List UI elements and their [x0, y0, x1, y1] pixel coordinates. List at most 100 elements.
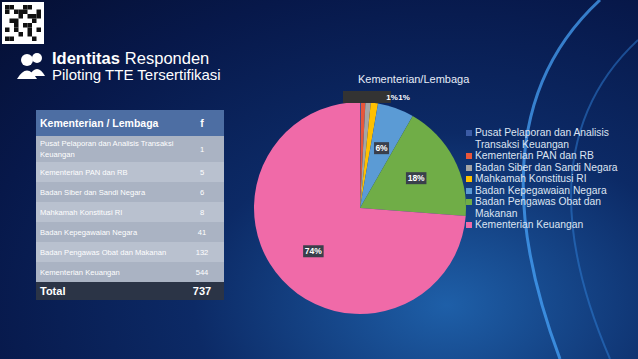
table-row: Kementerian Keuangan544	[36, 262, 224, 282]
data-label: 74%	[305, 246, 322, 256]
total-value: 737	[180, 282, 224, 300]
title-rest: Responden	[125, 49, 209, 67]
legend-label: Mahkamah Konstitusi RI	[475, 173, 587, 184]
qr-cell	[23, 5, 28, 10]
title: Identitas Responden	[52, 49, 209, 68]
legend-item: Kementerian PAN dan RB	[466, 150, 634, 162]
cell-label: Badan Kepegawaian Negara	[36, 222, 180, 242]
qr-cell	[5, 5, 10, 10]
icon-head	[21, 54, 33, 66]
qr-cell	[5, 37, 10, 42]
qr-cell	[10, 37, 15, 42]
legend: Pusat Pelaporan dan Analisis Transaksi K…	[466, 127, 634, 231]
pie	[254, 102, 466, 314]
cell-label: Pusat Pelaporan dan Analisis Transaksi K…	[36, 136, 180, 162]
qr-bg	[2, 2, 44, 44]
qr-cell	[32, 14, 37, 19]
label-box	[343, 91, 391, 103]
legend-label: Kementerian PAN dan RB	[475, 150, 594, 161]
chart-title: Kementerian/Lembaga	[358, 73, 469, 85]
qr-cell	[10, 5, 15, 10]
table: Kementerian / LembagafPusat Pelaporan da…	[36, 110, 224, 300]
header-cell: f	[180, 110, 224, 136]
legend-swatch	[466, 153, 472, 159]
legend-swatch	[466, 176, 472, 182]
table-total: Total737	[36, 282, 224, 300]
legend-swatch	[466, 165, 472, 171]
qr-cell	[37, 28, 42, 33]
header-cell: Kementerian / Lembaga	[36, 110, 180, 136]
qr-cell	[5, 28, 10, 33]
icon-head	[32, 53, 42, 63]
table-row: Badan Siber dan Sandi Negara6	[36, 182, 224, 202]
table-row: Kementerian PAN dan RB5	[36, 162, 224, 182]
qr-cell	[28, 32, 33, 37]
cell-label: Badan Siber dan Sandi Negara	[36, 182, 180, 202]
qr-cell	[28, 14, 33, 19]
legend-swatch	[466, 222, 472, 228]
pie-slice	[254, 102, 466, 314]
total-label: Total	[36, 282, 180, 300]
qr-cell	[37, 10, 42, 15]
data-label-bg	[374, 142, 389, 154]
legend-label: Badan Kepegawaian Negara	[475, 185, 607, 196]
cell-label: Kementerian PAN dan RB	[36, 162, 180, 182]
icon-body	[17, 71, 37, 80]
title-bold: Identitas	[52, 49, 120, 67]
qr-cell	[19, 10, 24, 15]
qr-cell	[14, 23, 19, 28]
legend-label: Pusat Pelaporan dan Analisis Transaksi K…	[475, 127, 609, 150]
qr-cell	[23, 23, 28, 28]
cell-value: 8	[180, 202, 224, 222]
qr-cell	[5, 10, 10, 15]
cell-value: 6	[180, 182, 224, 202]
qr-cell	[28, 5, 33, 10]
legend-item: Badan Siber dan Sandi Negara	[466, 162, 634, 174]
subtitle: Piloting TTE Tersertifikasi	[52, 66, 221, 83]
table-row: Badan Kepegawaian Negara41	[36, 222, 224, 242]
data-label: 18%	[408, 173, 425, 183]
cell-value: 5	[180, 162, 224, 182]
qr-cell	[32, 19, 37, 24]
legend-item: Mahkamah Konstitusi RI	[466, 173, 634, 185]
table-row: Badan Pengawas Obat dan Makanan132	[36, 242, 224, 262]
cell-value: 41	[180, 222, 224, 242]
qr-cell	[28, 23, 33, 28]
qr-cell	[28, 28, 33, 33]
cell-label: Badan Pengawas Obat dan Makanan	[36, 242, 180, 262]
qr-cell	[14, 19, 19, 24]
qr-cell	[32, 37, 37, 42]
cell-label: Mahkamah Konstitusi RI	[36, 202, 180, 222]
legend-label: Badan Pengawas Obat dan Makanan	[475, 196, 601, 219]
table-row: Mahkamah Konstitusi RI8	[36, 202, 224, 222]
people-icon	[17, 53, 45, 79]
legend-swatch	[466, 199, 472, 205]
legend-item: Kementerian Keuangan	[466, 219, 634, 231]
table-row: Pusat Pelaporan dan Analisis Transaksi K…	[36, 136, 224, 162]
data-label: 1%	[386, 93, 398, 102]
qr-cell	[14, 10, 19, 15]
qr-cell	[10, 19, 15, 24]
qr-cell	[19, 14, 24, 19]
legend-label: Kementerian Keuangan	[475, 219, 583, 230]
cell-value: 544	[180, 262, 224, 282]
qr-cell	[19, 32, 24, 37]
data-label-bg	[303, 245, 324, 257]
cell-value: 1	[180, 136, 224, 162]
data-label: 6%	[375, 143, 388, 153]
slide: {"header": {"title_bold": "Identitas", "…	[0, 0, 638, 359]
qr-cell	[37, 14, 42, 19]
qr-code	[2, 2, 44, 44]
legend-item: Pusat Pelaporan dan Analisis Transaksi K…	[466, 127, 634, 150]
legend-item: Badan Kepegawaian Negara	[466, 185, 634, 197]
data-label-bg	[406, 172, 427, 184]
legend-label: Badan Siber dan Sandi Negara	[475, 162, 618, 173]
pie-slice	[360, 116, 466, 216]
cell-value: 132	[180, 242, 224, 262]
legend-swatch	[466, 130, 472, 136]
qr-cell	[14, 28, 19, 33]
cell-label: Kementerian Keuangan	[36, 262, 180, 282]
data-label: 1%	[398, 93, 410, 102]
qr-cell	[23, 10, 28, 15]
table-header: Kementerian / Lembagaf	[36, 110, 224, 136]
